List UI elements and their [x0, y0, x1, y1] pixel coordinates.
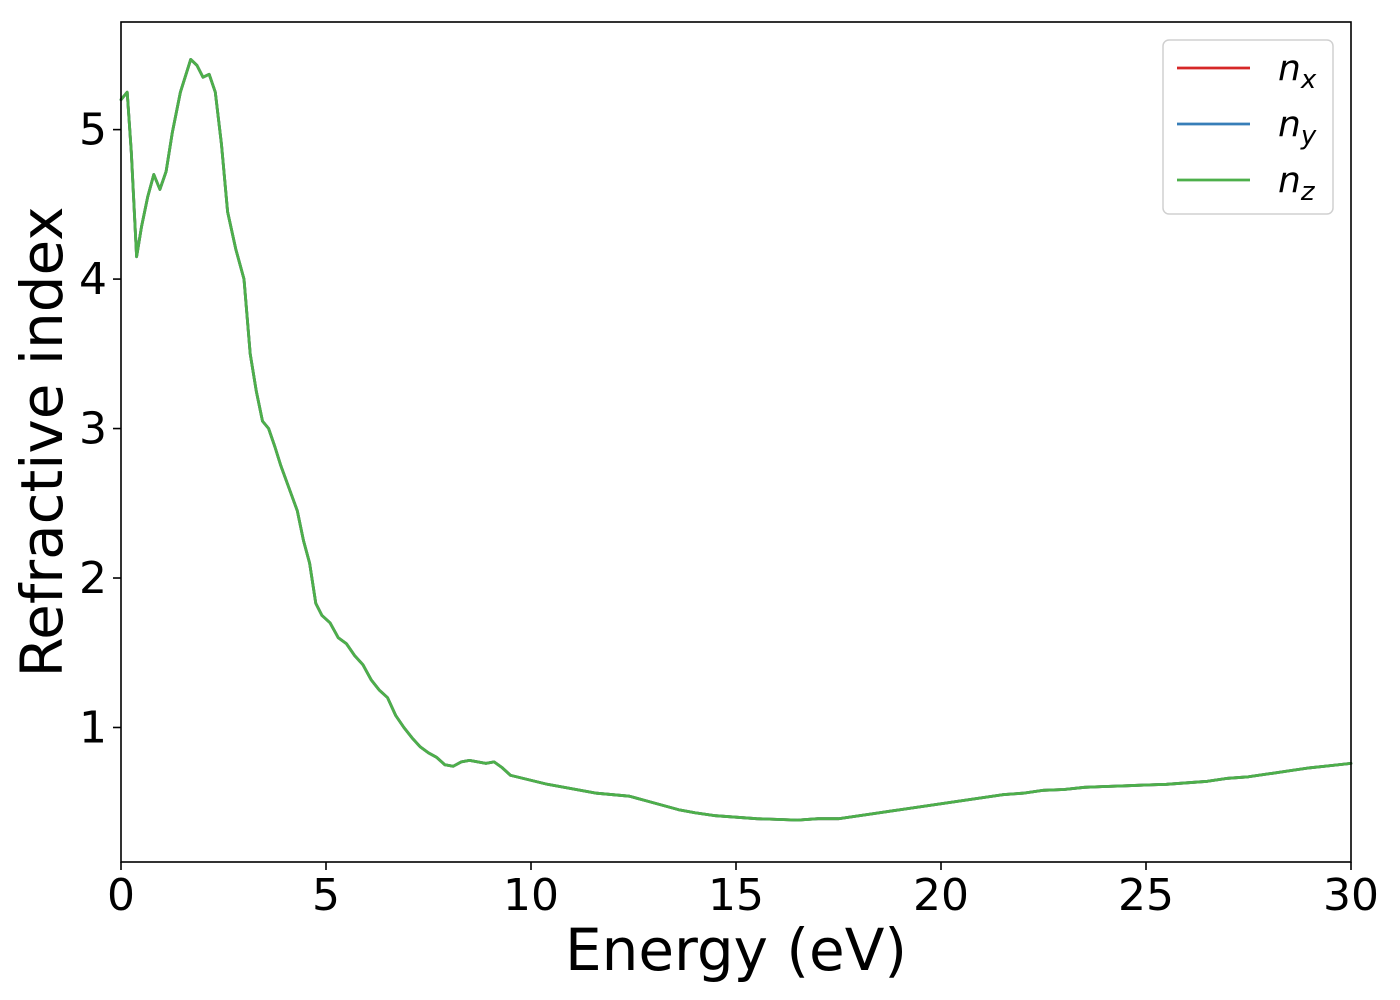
legend-label-base: n	[1278, 48, 1301, 89]
x-tick-label: 25	[1118, 870, 1174, 921]
y-tick-label: 5	[79, 105, 107, 156]
legend-label-subscript: x	[1300, 65, 1317, 95]
y-axis-title: Refractive index	[8, 206, 76, 677]
plot-area	[121, 22, 1351, 862]
legend-label-base: n	[1278, 160, 1301, 201]
legend-label: nz	[1278, 160, 1316, 207]
y-tick-label: 1	[79, 702, 107, 753]
legend-label-base: n	[1278, 104, 1301, 145]
x-tick-label: 10	[503, 870, 559, 921]
y-axis-ticks: 1 2 3 4 5	[79, 105, 121, 753]
y-tick-label: 2	[79, 553, 107, 604]
x-tick-label: 0	[107, 870, 135, 921]
x-tick-label: 5	[312, 870, 340, 921]
x-axis-ticks: 0 5 10 15 20 25 30	[107, 862, 1379, 921]
x-tick-label: 20	[913, 870, 969, 921]
y-tick-label: 3	[79, 404, 107, 455]
legend-label-subscript: y	[1300, 121, 1317, 151]
legend-box	[1162, 39, 1334, 215]
x-axis-title: Energy (eV)	[565, 916, 907, 984]
y-tick-label: 4	[79, 254, 107, 305]
x-tick-label: 30	[1323, 870, 1379, 921]
legend-label: nx	[1278, 48, 1317, 95]
legend-label: ny	[1278, 104, 1317, 151]
series-line-n-z	[119, 58, 1353, 822]
legend-label-subscript: z	[1300, 177, 1316, 207]
series-layer	[119, 58, 1353, 822]
x-tick-label: 15	[708, 870, 764, 921]
